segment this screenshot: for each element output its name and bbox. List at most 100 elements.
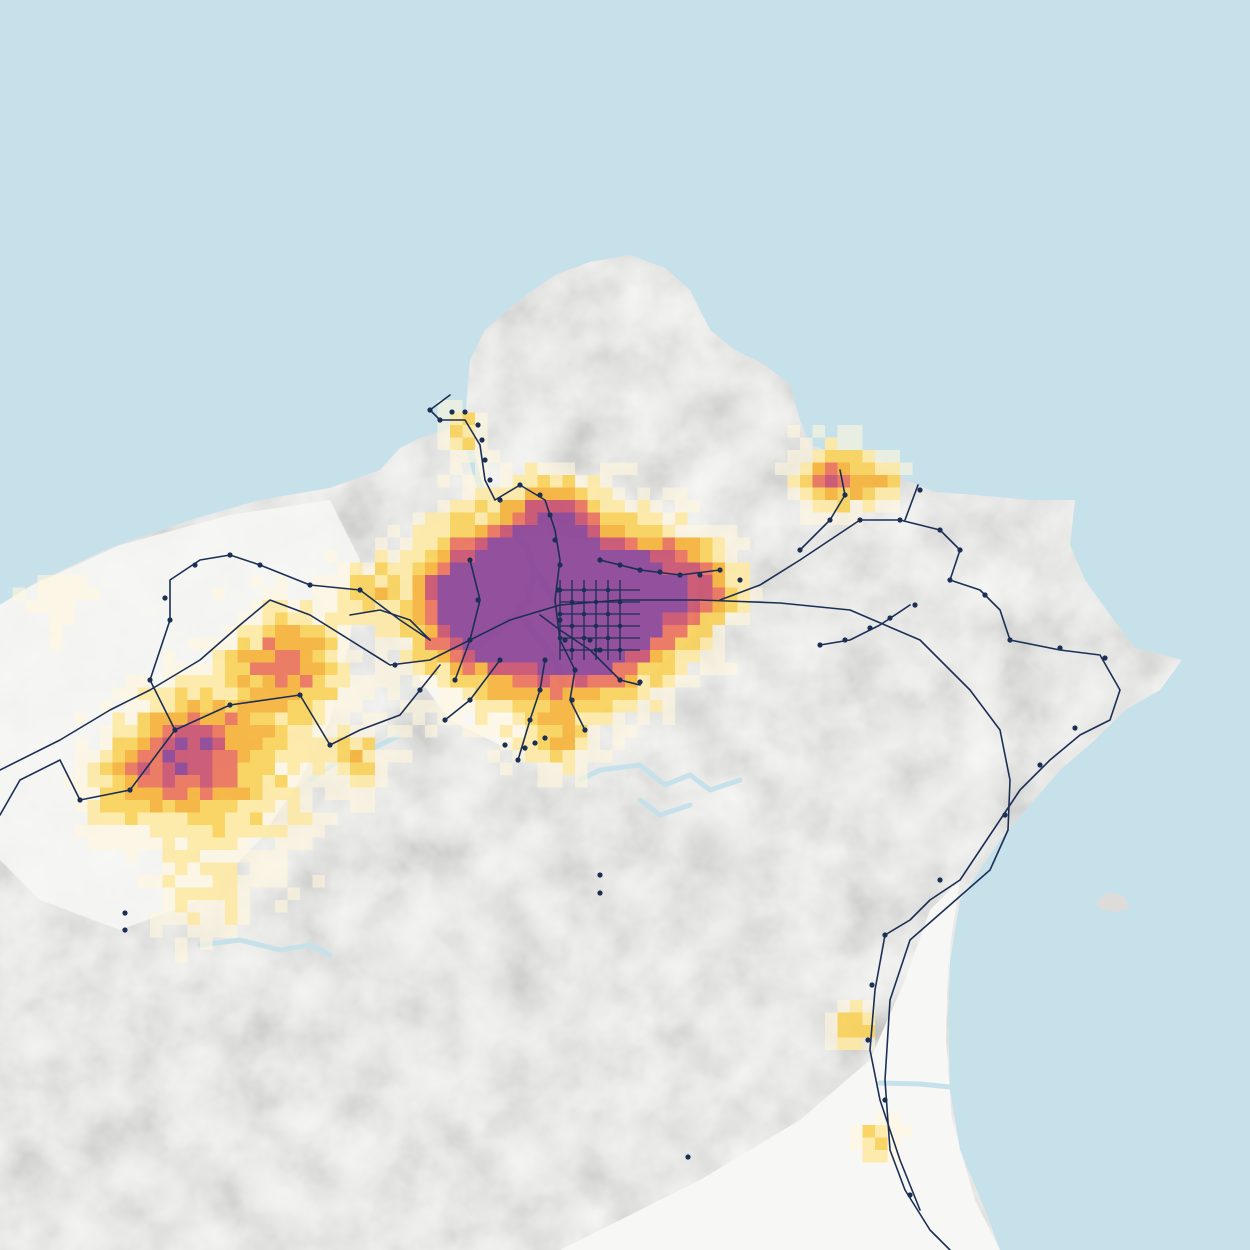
density-cell bbox=[412, 587, 425, 600]
density-cell bbox=[337, 725, 350, 738]
density-cell bbox=[500, 587, 513, 600]
density-cell bbox=[500, 700, 513, 713]
density-cell bbox=[162, 912, 175, 925]
transit-station bbox=[479, 437, 485, 443]
density-cell bbox=[487, 687, 500, 700]
density-cell bbox=[337, 762, 350, 775]
density-cell bbox=[337, 750, 350, 763]
river bbox=[637, 797, 693, 818]
density-cell bbox=[562, 737, 575, 750]
density-cell bbox=[450, 512, 463, 525]
density-cell bbox=[575, 750, 588, 763]
density-cell bbox=[525, 525, 538, 538]
density-cell bbox=[612, 687, 625, 700]
density-cell bbox=[512, 575, 525, 588]
density-cell bbox=[850, 1012, 863, 1025]
density-cell bbox=[187, 800, 200, 813]
density-cell bbox=[162, 850, 175, 863]
density-cell bbox=[587, 612, 600, 625]
density-cell bbox=[412, 600, 425, 613]
density-cell bbox=[362, 787, 375, 800]
density-cell bbox=[250, 662, 263, 675]
density-cell bbox=[875, 1150, 888, 1163]
transit-station bbox=[842, 637, 848, 643]
density-cell bbox=[275, 837, 288, 850]
density-cell bbox=[100, 812, 113, 825]
density-cell bbox=[312, 575, 325, 588]
density-cell bbox=[437, 675, 450, 688]
transit-station bbox=[497, 497, 503, 503]
density-cell bbox=[162, 862, 175, 875]
density-cell bbox=[662, 562, 675, 575]
density-cell bbox=[412, 650, 425, 663]
density-cell bbox=[250, 650, 263, 663]
transit-station bbox=[865, 1037, 871, 1043]
density-cell bbox=[725, 575, 738, 588]
density-cell bbox=[112, 800, 125, 813]
density-cell bbox=[525, 500, 538, 513]
density-cell bbox=[525, 537, 538, 550]
density-cell bbox=[450, 687, 463, 700]
density-cell bbox=[225, 650, 238, 663]
density-cell bbox=[650, 662, 663, 675]
metro-station bbox=[557, 635, 563, 641]
density-cell bbox=[275, 587, 288, 600]
density-cell bbox=[800, 450, 813, 463]
density-cell bbox=[150, 912, 163, 925]
density-cell bbox=[200, 862, 213, 875]
transit-station bbox=[227, 702, 233, 708]
density-cell bbox=[700, 562, 713, 575]
transit-line bbox=[904, 484, 919, 521]
density-cell bbox=[787, 462, 800, 475]
transit-station bbox=[122, 927, 128, 933]
density-cell bbox=[887, 462, 900, 475]
density-cell bbox=[425, 525, 438, 538]
density-cell bbox=[300, 637, 313, 650]
density-cell bbox=[575, 562, 588, 575]
density-cell bbox=[212, 750, 225, 763]
density-cell bbox=[300, 812, 313, 825]
density-cell bbox=[712, 550, 725, 563]
density-cell bbox=[287, 775, 300, 788]
density-cell bbox=[425, 537, 438, 550]
density-cell bbox=[287, 712, 300, 725]
density-cell bbox=[500, 762, 513, 775]
density-cell bbox=[562, 487, 575, 500]
density-cell bbox=[362, 762, 375, 775]
density-cell bbox=[362, 750, 375, 763]
density-cell bbox=[475, 675, 488, 688]
density-cell bbox=[287, 825, 300, 838]
density-cell bbox=[650, 637, 663, 650]
density-cell bbox=[550, 750, 563, 763]
density-cell bbox=[462, 512, 475, 525]
density-cell bbox=[562, 575, 575, 588]
density-cell bbox=[500, 712, 513, 725]
density-cell bbox=[175, 837, 188, 850]
transit-station bbox=[617, 562, 623, 568]
density-cell bbox=[812, 450, 825, 463]
density-cell bbox=[662, 587, 675, 600]
density-cell bbox=[787, 475, 800, 488]
density-cell bbox=[175, 675, 188, 688]
density-cell bbox=[112, 787, 125, 800]
density-cell bbox=[475, 612, 488, 625]
transit-station bbox=[437, 417, 443, 423]
density-cell bbox=[225, 712, 238, 725]
density-cell bbox=[612, 575, 625, 588]
density-cell bbox=[287, 650, 300, 663]
density-cell bbox=[675, 487, 688, 500]
density-cell bbox=[612, 525, 625, 538]
transit-station bbox=[427, 407, 433, 413]
density-cell bbox=[562, 562, 575, 575]
density-cell bbox=[200, 775, 213, 788]
density-cell bbox=[212, 675, 225, 688]
density-cell bbox=[312, 875, 325, 888]
transit-line bbox=[454, 559, 481, 681]
density-cell bbox=[675, 675, 688, 688]
transit-station bbox=[867, 625, 873, 631]
density-cell bbox=[600, 650, 613, 663]
density-cell bbox=[150, 775, 163, 788]
transit-station bbox=[502, 742, 508, 748]
density-cell bbox=[312, 737, 325, 750]
